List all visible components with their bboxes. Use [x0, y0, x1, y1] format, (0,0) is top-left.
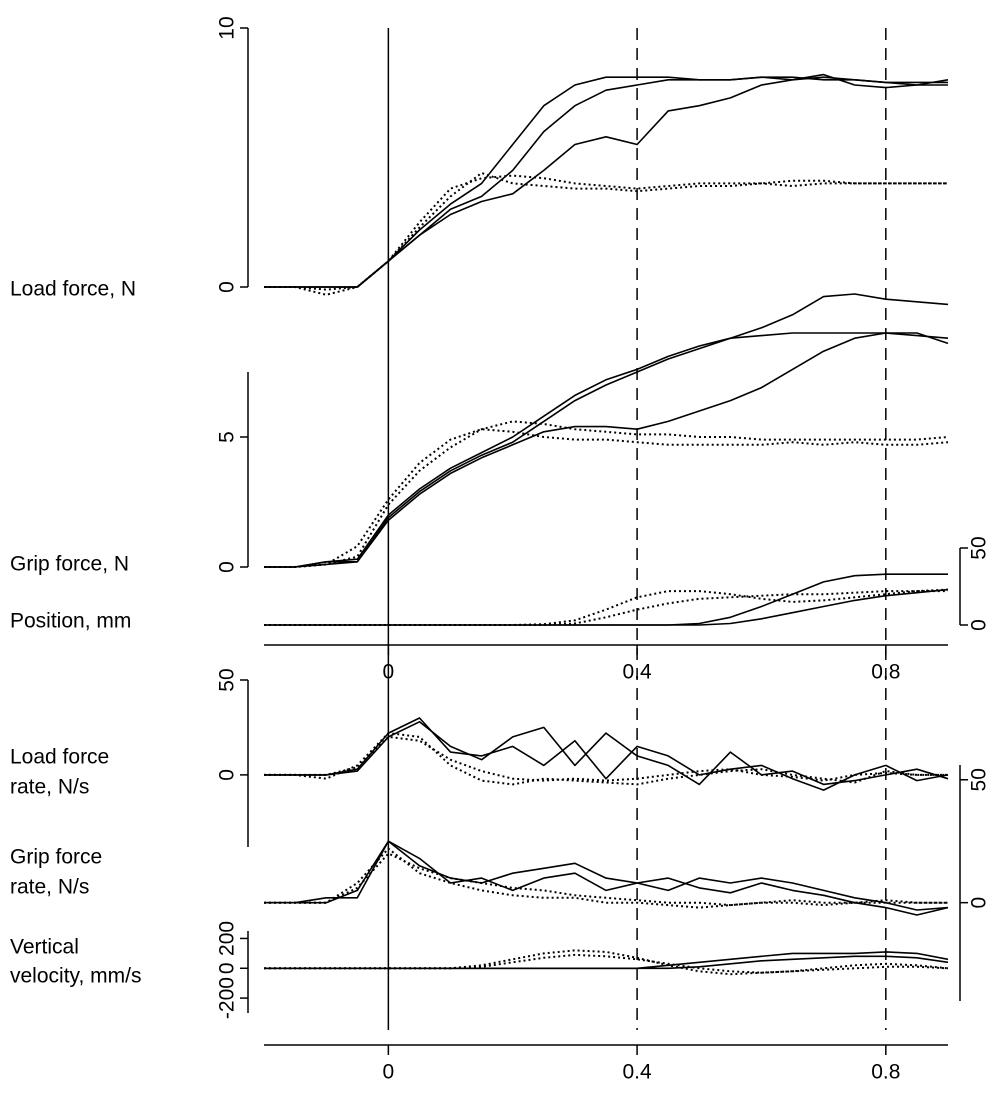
data-line — [264, 852, 948, 907]
data-line — [264, 293, 949, 568]
data-line — [264, 840, 949, 916]
data-line — [264, 573, 948, 626]
data-line — [264, 955, 949, 970]
data-line — [264, 76, 948, 288]
x-tick-label: 0.4 — [622, 661, 652, 684]
y-tick-label: -200 — [216, 977, 239, 1019]
data-line — [264, 174, 948, 291]
row-label: Vertical — [10, 936, 79, 959]
data-line — [264, 721, 949, 786]
data-line — [264, 732, 948, 786]
data-line — [264, 717, 949, 791]
x-tick-label: 0.4 — [622, 1061, 652, 1084]
x-tick-label: 0 — [383, 661, 395, 684]
y-tick-label: 0 — [216, 561, 239, 573]
y-tick-label: 0 — [216, 962, 239, 974]
y-tick-label: 50 — [968, 768, 991, 791]
y-tick-label: 10 — [216, 16, 239, 39]
data-line — [264, 588, 949, 626]
row-label: Position, mm — [10, 610, 131, 633]
row-label: velocity, mm/s — [10, 965, 141, 988]
data-line — [264, 428, 949, 568]
y-tick-label: 50 — [216, 668, 239, 691]
row-label: rate, N/s — [10, 776, 89, 799]
y-tick-label: 0 — [216, 769, 239, 781]
data-line — [264, 73, 949, 288]
data-line — [264, 953, 949, 974]
data-line — [264, 76, 948, 288]
data-line — [264, 590, 948, 626]
y-tick-label: 50 — [968, 536, 991, 559]
data-line — [264, 332, 949, 568]
row-label: Grip force, N — [10, 553, 129, 576]
row-label: Grip force — [10, 846, 102, 869]
data-line — [264, 172, 948, 296]
y-tick-label: 0 — [968, 619, 991, 631]
row-label: rate, N/s — [10, 876, 89, 899]
y-tick-label: 0 — [216, 281, 239, 293]
data-line — [264, 588, 949, 626]
row-label: Load force — [10, 746, 109, 769]
data-line — [264, 332, 949, 568]
y-tick-label: 5 — [216, 431, 239, 443]
x-tick-label: 0.8 — [871, 1061, 900, 1084]
data-line — [264, 420, 949, 568]
x-tick-label: 0.8 — [871, 661, 900, 684]
y-tick-label: 200 — [216, 921, 239, 956]
y-tick-label: 0 — [968, 897, 991, 909]
data-line — [264, 840, 949, 911]
data-line — [264, 735, 948, 782]
row-label: Load force, N — [10, 278, 136, 301]
x-tick-label: 0 — [383, 1061, 395, 1084]
